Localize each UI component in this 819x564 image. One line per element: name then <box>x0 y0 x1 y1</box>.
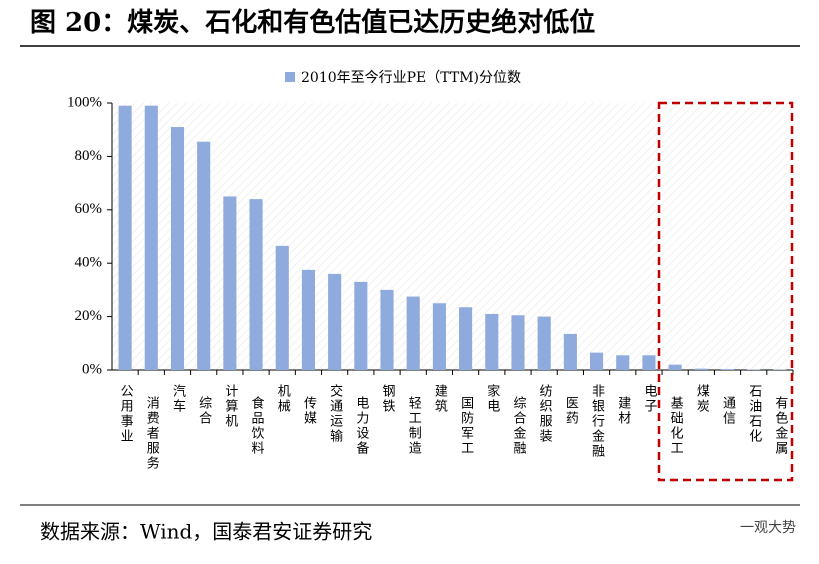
x-tick-label: 国防军工 <box>458 396 474 456</box>
bar <box>144 105 158 371</box>
bar <box>511 315 525 370</box>
bar <box>563 333 577 370</box>
watermark: 一观大势 <box>740 520 796 536</box>
y-tick-label: 100% <box>67 94 102 110</box>
bar <box>249 199 263 370</box>
x-tick-label: 消费者服务 <box>144 396 160 471</box>
bar <box>694 368 708 370</box>
x-tick-label: 基础化工 <box>668 396 684 456</box>
bar <box>537 316 551 370</box>
x-tick-label: 计算机 <box>222 384 238 429</box>
x-tick-label: 综合金融 <box>510 396 526 456</box>
plot: 0% 20% 40% 60% 80% 100% 公用事业 消费者服务 汽车 综合 计算机 食品饮料 机械… <box>67 94 794 471</box>
bar <box>170 127 185 370</box>
x-tick-label: 有色金属 <box>772 396 788 456</box>
x-tick-label: 食品饮料 <box>249 395 265 456</box>
x-tick-label: 石油石化 <box>746 384 762 444</box>
x-tick-label: 电子 <box>641 384 657 414</box>
x-tick-label: 家电 <box>484 383 500 414</box>
bar <box>642 355 656 370</box>
bar <box>720 369 735 370</box>
x-tick-label: 建筑 <box>432 384 448 414</box>
source: 数据来源：Wind，国泰君安证券研究 <box>40 520 372 544</box>
bar <box>118 105 132 371</box>
bar <box>380 289 394 370</box>
x-tick-label: 传媒 <box>301 396 317 426</box>
bar <box>354 281 368 370</box>
plot-background <box>112 103 793 370</box>
bar <box>668 364 682 370</box>
x-tick-label: 轻工制造 <box>406 396 422 456</box>
x-tick-label: 综合 <box>196 396 212 426</box>
x-tick-label: 建材 <box>615 396 631 426</box>
x-tick-label: 非银行金融 <box>589 384 605 459</box>
x-tick-label: 纺织服装 <box>537 384 553 444</box>
x-tick-label: 电力设备 <box>353 396 369 456</box>
chart-title: 图 20：煤炭、石化和有色估值已达历史绝对低位 <box>30 7 595 38</box>
x-tick-label: 公用事业 <box>118 384 134 444</box>
y-tick-label: 60% <box>75 201 103 217</box>
y-tick-label: 20% <box>75 308 103 324</box>
x-tick-label: 钢铁 <box>380 384 396 414</box>
x-tick-label: 煤炭 <box>694 384 710 414</box>
y-tick-label: 0% <box>82 361 102 377</box>
bar <box>301 269 315 370</box>
bar <box>432 303 446 370</box>
bar <box>747 369 761 370</box>
bar <box>275 245 289 370</box>
legend-label: 2010年至今行业PE（TTM)分位数 <box>301 70 521 86</box>
x-tick-label: 通信 <box>720 396 736 426</box>
bar <box>223 196 237 370</box>
x-tick-label: 医药 <box>563 396 579 426</box>
y-tick-label: 80% <box>75 148 103 164</box>
bar <box>197 141 211 370</box>
bar <box>406 296 420 370</box>
y-tick-label: 40% <box>75 255 103 271</box>
legend-swatch <box>285 72 295 82</box>
bar <box>616 355 630 370</box>
bar <box>590 352 604 370</box>
highlight-box <box>657 101 794 482</box>
x-tick-label: 交通运输 <box>327 383 343 444</box>
bar <box>485 313 499 370</box>
x-tick-label: 汽车 <box>170 384 186 414</box>
x-tick-label: 机械 <box>275 384 291 414</box>
bar <box>328 273 342 370</box>
bar <box>773 369 787 370</box>
bar <box>459 307 473 370</box>
